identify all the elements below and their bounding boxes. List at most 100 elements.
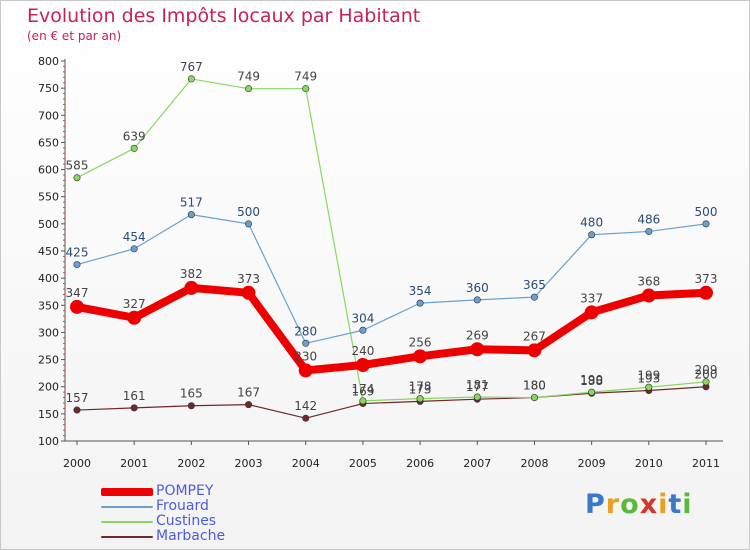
data-point-marbache	[73, 406, 81, 414]
legend-swatch	[101, 535, 153, 538]
legend-swatch	[101, 505, 153, 508]
data-label-frouard: 500	[695, 205, 718, 219]
legend-label: Frouard	[156, 498, 209, 514]
data-point-pompey	[70, 299, 84, 314]
legend-label: POMPEY	[156, 483, 214, 499]
data-point-marbache	[245, 401, 253, 409]
x-tick-label: 2008	[520, 457, 548, 470]
legend-swatch	[101, 520, 153, 523]
data-point-pompey	[127, 310, 142, 325]
y-tick-label: 500	[38, 218, 59, 231]
x-tick-label: 2006	[406, 457, 434, 470]
data-label-frouard: 500	[237, 205, 260, 219]
data-point-frouard	[73, 261, 81, 269]
chart-subtitle: (en € et par an)	[27, 29, 122, 43]
data-label-custines: 174	[351, 382, 374, 396]
data-point-frouard	[645, 227, 653, 235]
x-tick-label: 2001	[120, 457, 148, 470]
data-label-frouard: 280	[294, 324, 317, 338]
data-label-marbache: 169	[351, 385, 374, 399]
y-tick-label: 750	[38, 82, 59, 95]
x-tick-label: 2002	[177, 457, 205, 470]
data-label-custines: 209	[695, 363, 718, 377]
x-tick-label: 2000	[63, 457, 91, 470]
data-label-frouard: 365	[523, 278, 546, 292]
data-point-frouard	[702, 220, 710, 228]
y-tick-label: 400	[38, 272, 59, 285]
data-label-custines: 199	[637, 368, 660, 382]
axes: 100 150 200 250 300 350 400 450 500 550 600 650 700 7…	[38, 55, 723, 470]
data-point-custines	[530, 394, 538, 402]
data-label-frouard: 354	[409, 284, 432, 298]
data-label-custines: 749	[237, 70, 260, 84]
x-tick-label: 2005	[349, 457, 377, 470]
data-label-custines: 749	[294, 70, 317, 84]
data-label-pompey: 327	[123, 297, 146, 311]
data-point-pompey	[641, 288, 656, 303]
data-point-marbache	[187, 402, 195, 410]
data-label-marbache: 193	[637, 372, 660, 386]
y-tick-label: 250	[38, 354, 59, 367]
data-point-custines	[73, 174, 81, 182]
data-label-marbache: 167	[237, 386, 260, 400]
data-point-custines	[130, 144, 138, 152]
logo-letter: t	[668, 489, 683, 520]
y-tick-label: 350	[38, 299, 59, 312]
data-label-marbache: 142	[294, 399, 317, 413]
data-label-pompey: 240	[351, 344, 374, 358]
data-label-custines: 181	[466, 378, 489, 392]
data-label-pompey: 347	[66, 286, 89, 300]
data-label-marbache: 173	[409, 382, 432, 396]
data-label-pompey: 373	[695, 272, 718, 286]
data-point-frouard	[416, 299, 424, 307]
y-tick-label: 550	[38, 191, 59, 204]
data-label-frouard: 454	[123, 230, 146, 244]
series-line-frouard	[76, 214, 707, 344]
data-label-frouard: 360	[466, 281, 489, 295]
data-label-frouard: 304	[351, 311, 374, 325]
y-tick-label: 150	[38, 408, 59, 421]
data-label-marbache: 177	[466, 380, 489, 394]
data-point-frouard	[530, 293, 538, 301]
y-tick-label: 650	[38, 136, 59, 149]
data-label-pompey: 269	[466, 328, 489, 342]
data-point-marbache	[130, 404, 138, 412]
logo-letter: r	[605, 489, 621, 520]
data-label-frouard: 486	[637, 212, 660, 226]
data-point-frouard	[130, 245, 138, 253]
data-label-pompey: 337	[580, 291, 603, 305]
logo-letter: x	[639, 489, 659, 520]
x-tick-label: 2004	[292, 457, 320, 470]
data-label-custines: 180	[523, 379, 546, 393]
data-point-frouard	[588, 231, 596, 239]
data-point-custines	[702, 378, 710, 386]
data-point-marbache	[302, 414, 310, 422]
x-tick-label: 2010	[635, 457, 663, 470]
legend-label: Custines	[156, 513, 217, 529]
y-tick-label: 300	[38, 326, 59, 339]
data-label-marbache: 161	[123, 389, 146, 403]
data-point-pompey	[584, 305, 599, 320]
data-point-pompey	[184, 280, 199, 295]
data-point-frouard	[187, 211, 195, 219]
data-point-custines	[473, 393, 481, 401]
logo-letter: o	[620, 489, 640, 520]
data-label-custines: 639	[123, 129, 146, 143]
data-label-custines: 767	[180, 60, 203, 74]
x-tick-label: 2009	[578, 457, 606, 470]
data-point-custines	[302, 85, 310, 93]
data-point-pompey	[241, 285, 256, 300]
data-label-custines: 585	[66, 159, 89, 173]
data-label-pompey: 256	[409, 335, 432, 349]
data-label-marbache: 180	[523, 379, 546, 393]
legend-label: Marbache	[156, 528, 226, 544]
data-label-pompey: 382	[180, 267, 203, 281]
data-label-frouard: 517	[180, 196, 203, 210]
data-point-frouard	[473, 296, 481, 304]
logo-letter: P	[585, 489, 606, 520]
data-point-pompey	[355, 358, 370, 372]
data-point-frouard	[359, 326, 367, 334]
data-label-custines: 190	[580, 373, 603, 387]
data-point-custines	[359, 397, 367, 405]
data-point-pompey	[298, 363, 313, 378]
